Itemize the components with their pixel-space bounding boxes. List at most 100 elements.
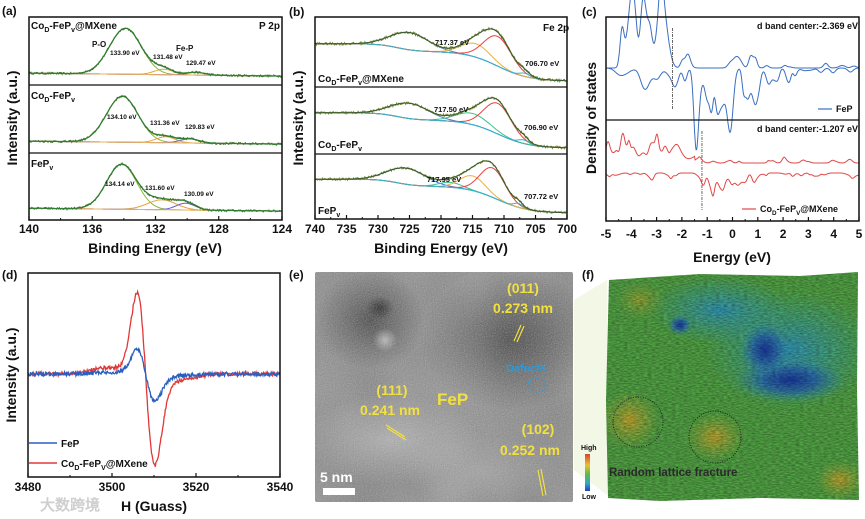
chart-c-xlabel: Energy (eV) bbox=[693, 249, 771, 265]
tem-image bbox=[315, 272, 573, 502]
label-segment: v bbox=[71, 27, 75, 34]
x-tick-label: -5 bbox=[601, 227, 612, 241]
label-segment: Co bbox=[318, 140, 331, 151]
tem-hkl-111: (111) bbox=[376, 382, 407, 398]
tem-defects-label: Defects bbox=[506, 363, 546, 375]
strain-map bbox=[606, 272, 859, 501]
label-segment: v bbox=[358, 80, 362, 87]
legend-label: FeP bbox=[836, 104, 853, 114]
chart-a-title: P 2p bbox=[259, 21, 280, 32]
peak-label: 133.90 eV bbox=[110, 50, 140, 57]
label-segment: D bbox=[44, 27, 49, 34]
tem-d-102: 0.252 nm bbox=[500, 442, 560, 458]
colorbar-low-label: Low bbox=[582, 494, 597, 501]
peak-label: 717.37 eV bbox=[435, 38, 469, 47]
annotation-p-o: P-O bbox=[92, 40, 106, 49]
x-tick-label: 5 bbox=[856, 227, 863, 241]
peak-label: 131.36 eV bbox=[150, 120, 180, 127]
x-tick-label: -4 bbox=[626, 227, 637, 241]
annotation-fe-p: Fe-P bbox=[176, 44, 194, 53]
x-tick-label: -2 bbox=[677, 227, 688, 241]
colorbar-high-label: High bbox=[581, 445, 597, 452]
chart-d-ylabel: Intensity (a.u.) bbox=[3, 328, 19, 423]
label-segment: FeP bbox=[31, 159, 50, 170]
label-segment: v bbox=[358, 146, 362, 153]
chart-a-xlabel: Binding Energy (eV) bbox=[88, 240, 222, 256]
dos-spin-down-line bbox=[605, 172, 860, 197]
x-tick-label: 715 bbox=[462, 222, 482, 236]
x-tick-label: 735 bbox=[336, 222, 356, 236]
envelope-line bbox=[315, 28, 566, 82]
fracture-marker bbox=[688, 410, 742, 464]
panel-label-a: (a) bbox=[2, 4, 17, 18]
label-segment: V bbox=[101, 465, 106, 472]
label-segment: D bbox=[44, 97, 49, 104]
sample-label: CoD-FePv bbox=[318, 140, 362, 153]
label-segment: Co bbox=[31, 91, 44, 102]
chart-b-title: Fe 2p bbox=[543, 23, 569, 34]
defect-marker bbox=[527, 377, 547, 393]
dos-spin-up-line bbox=[606, 0, 860, 69]
tem-phase-label: FeP bbox=[437, 390, 468, 409]
dos-spin-down-line bbox=[606, 67, 859, 151]
panel-label-b: (b) bbox=[289, 5, 304, 19]
label-segment: -FeP bbox=[336, 140, 358, 151]
peak-label: 706.90 eV bbox=[524, 123, 558, 132]
data-line bbox=[28, 27, 282, 79]
tem-d-111: 0.241 nm bbox=[360, 402, 420, 418]
peak-label: 717.95 eV bbox=[427, 175, 461, 184]
dos-spin-up-line bbox=[605, 132, 859, 164]
peak-label: 129.83 eV bbox=[185, 124, 215, 131]
label-segment: -FeP bbox=[79, 459, 101, 470]
sample-label: FePv bbox=[318, 206, 340, 219]
x-tick-label: -3 bbox=[651, 227, 662, 241]
chart-d-xlabel: H (Guass) bbox=[121, 498, 187, 514]
label-segment: @MXene bbox=[106, 459, 148, 470]
peak-label: 130.09 eV bbox=[184, 191, 214, 198]
sample-label: CoD-FePv@MXene bbox=[318, 74, 404, 87]
peak-label: 706.70 eV bbox=[525, 59, 559, 68]
x-tick-label: 730 bbox=[368, 222, 388, 236]
peak-label: 134.14 eV bbox=[105, 181, 135, 188]
envelope-line bbox=[28, 95, 282, 145]
peak-label: 131.60 eV bbox=[145, 185, 175, 192]
label-segment: -FeP bbox=[336, 74, 358, 85]
x-tick-label: 3540 bbox=[267, 480, 294, 494]
x-tick-label: 2 bbox=[780, 227, 787, 241]
label-segment: FeP bbox=[61, 439, 80, 450]
x-tick-label: 740 bbox=[305, 222, 325, 236]
envelope-line bbox=[29, 163, 282, 212]
label-segment: D bbox=[331, 80, 336, 87]
strain-map-caption: Random lattice fracture bbox=[609, 467, 737, 479]
x-tick-label: 710 bbox=[494, 222, 514, 236]
x-tick-label: 128 bbox=[209, 222, 229, 236]
peak-label: 131.48 eV bbox=[153, 54, 183, 61]
label-segment: D bbox=[331, 146, 336, 153]
label-segment: FeP bbox=[318, 206, 337, 217]
legend-label: FeP bbox=[61, 439, 80, 450]
chart-a-ylabel: Intensity (a.u.) bbox=[4, 71, 20, 166]
watermark: 大数跨境 bbox=[40, 496, 100, 514]
fit-component bbox=[28, 27, 282, 77]
envelope-line bbox=[315, 160, 566, 214]
envelope-line bbox=[28, 27, 282, 77]
panel-label-c: (c) bbox=[582, 5, 597, 19]
x-tick-label: 705 bbox=[525, 222, 545, 236]
x-tick-label: 132 bbox=[145, 222, 165, 236]
label-segment: D bbox=[74, 465, 79, 472]
legend-label: CoD-FePV@MXene bbox=[61, 459, 148, 472]
colorbar bbox=[585, 454, 590, 491]
x-tick-label: 3500 bbox=[99, 480, 126, 494]
d-band-center-mxene: d band center:-1.207 eV bbox=[757, 124, 858, 134]
chart-b-xlabel: Binding Energy (eV) bbox=[374, 240, 508, 256]
label-segment: Co bbox=[760, 204, 772, 214]
sample-label: FePv bbox=[31, 159, 53, 172]
scale-bar bbox=[323, 488, 355, 495]
x-tick-label: -1 bbox=[702, 227, 713, 241]
scale-bar-label: 5 nm bbox=[320, 469, 353, 485]
peak-label: 707.72 eV bbox=[524, 192, 558, 201]
tem-hkl-011: (011) bbox=[507, 280, 539, 296]
